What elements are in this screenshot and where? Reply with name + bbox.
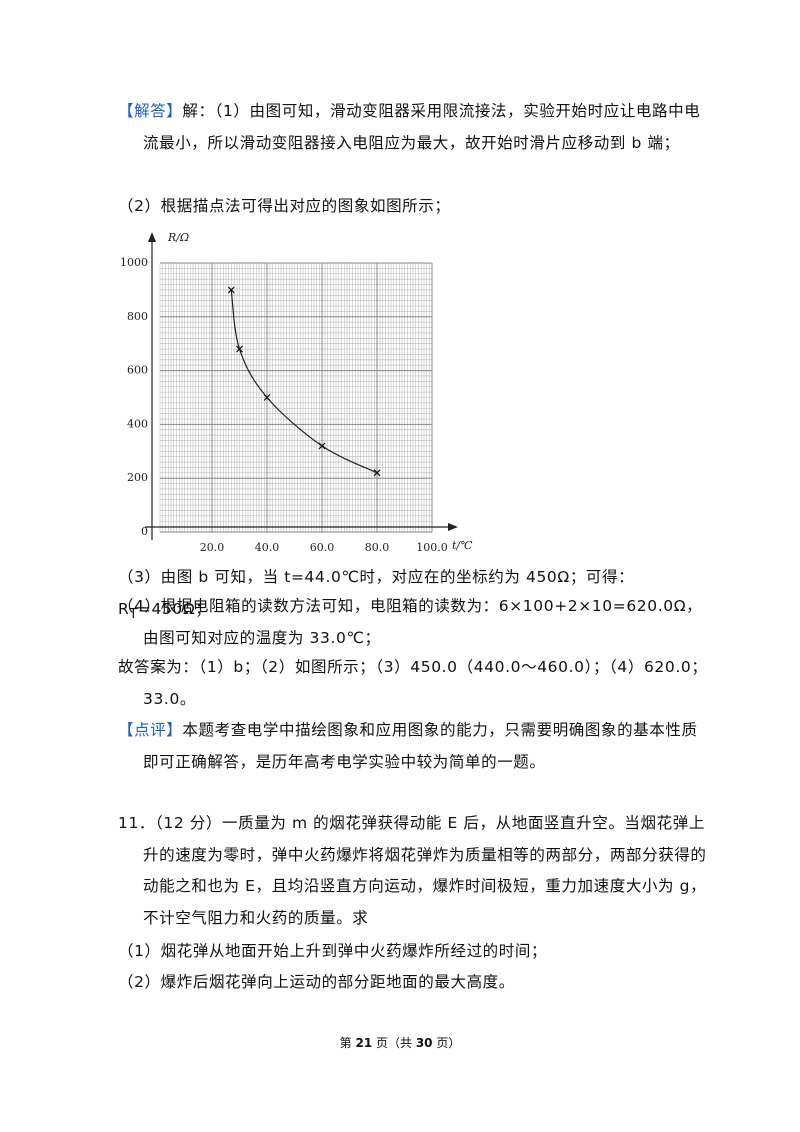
text: 本题考查电学中描绘图象和应用图象的能力，只需要明确图象的基本性质即可正确解答，是… [143,721,698,771]
question-stem: 11．（12 分）一质量为 m 的烟花弹获得动能 E 后，从地面竖直升空。当烟花… [118,814,707,927]
x-tick-label: 40.0 [255,541,280,554]
y-tick-label: 200 [127,471,148,484]
question-sub: （1）烟花弹从地面开始上升到弹中火药爆炸所经过的时间； [118,942,548,960]
text: 页（共 [372,1036,416,1050]
data-point [227,286,235,294]
y-axis-label: R/Ω [167,231,189,244]
answer-tag: 【解答】 [118,102,183,120]
text: 30 [415,1036,433,1050]
footer: 第 21 页（共 30 页） [0,1034,800,1051]
y-tick-label: 800 [127,310,148,323]
data-point [263,394,271,401]
y-tick-label: 400 [127,417,148,430]
text: （3）由图 b 可知，当 t=44.0℃时，对应在的坐标约为 450Ω；可得：R [118,568,635,618]
text: 页） [432,1036,461,1050]
x-tick-label: 80.0 [365,541,390,554]
answer-p2: （2）根据描点法可得出对应的图象如图所示； [118,197,451,215]
comment: 【点评】本题考查电学中描绘图象和应用图象的能力，只需要明确图象的基本性质即可正确… [118,715,713,778]
arrow [448,523,458,531]
y-tick-label: 0 [141,525,148,538]
answer-p3: （3）由图 b 可知，当 t=44.0℃时，对应在的坐标约为 450Ω；可得：R… [118,562,688,630]
question-sub: （2）爆炸后烟花弹向上运动的部分距地面的最大高度。 [118,973,515,991]
data-point [318,442,326,450]
x-axis-label: t/℃ [452,539,473,552]
x-tick-label: 20.0 [200,541,225,554]
y-tick-label: 1000 [120,256,148,269]
answer-p5: 故答案为：（1）b；（2）如图所示；（3）450.0（440.0～460.0）；… [118,658,708,708]
arrow [148,232,156,242]
text: 21 [355,1036,373,1050]
y-tick-label: 600 [127,364,148,377]
data-point [236,345,243,353]
comment-tag: 【点评】 [118,721,183,739]
data-point [373,469,381,477]
x-tick-label: 100.0 [416,541,448,554]
text: =450Ω； [137,599,212,618]
answer-p1: 【解答】解：（1）由图可知，滑动变阻器采用限流接法，实验开始时应让电路中电流最小… [118,96,713,159]
subscript: T [129,606,138,622]
x-tick-label: 60.0 [310,541,335,554]
text: 第 [339,1036,356,1050]
answer-p4: （4）根据电阻箱的读数方法可知，电阻箱的读数为：6×100+2×10=620.0… [118,597,703,647]
text: 解：（1）由图可知，滑动变阻器采用限流接法，实验开始时应让电路中电流最小，所以滑… [143,102,701,152]
